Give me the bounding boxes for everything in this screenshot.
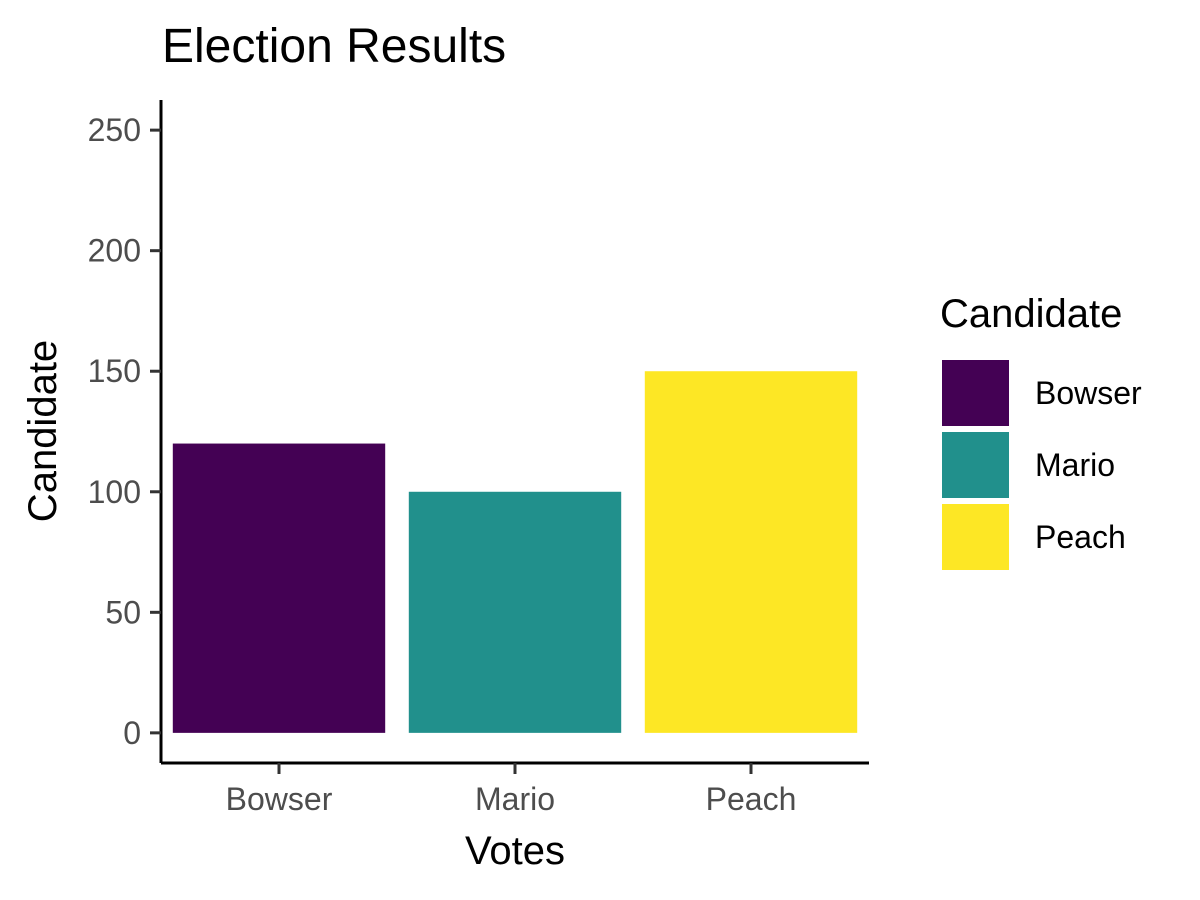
x-tick-label: Peach xyxy=(706,781,797,817)
y-axis-title: Candidate xyxy=(21,340,65,522)
y-tick-label: 250 xyxy=(88,112,141,148)
bar-peach xyxy=(644,371,858,733)
legend-key-bowser xyxy=(942,360,1009,426)
bars-group xyxy=(172,371,858,733)
legend-key-mario xyxy=(942,432,1009,498)
legend-label: Peach xyxy=(1035,519,1126,555)
y-axis: 0 50 100 150 200 250 xyxy=(88,100,163,763)
legend-label: Bowser xyxy=(1035,375,1142,411)
legend-title: Candidate xyxy=(940,292,1122,336)
bar-bowser xyxy=(172,443,386,733)
x-tick-label: Mario xyxy=(475,781,555,817)
chart-title: Election Results xyxy=(162,20,506,73)
x-axis: Bowser Mario Peach xyxy=(161,761,869,817)
x-axis-title: Votes xyxy=(465,829,565,873)
y-tick-label: 100 xyxy=(88,474,141,510)
y-tick-label: 200 xyxy=(88,233,141,269)
legend-items: Bowser Mario Peach xyxy=(942,360,1142,570)
legend-label: Mario xyxy=(1035,447,1115,483)
bar-mario xyxy=(408,491,622,733)
legend: Candidate Bowser Mario Peach xyxy=(940,292,1142,570)
x-tick-label: Bowser xyxy=(226,781,333,817)
legend-key-peach xyxy=(942,504,1009,570)
y-tick-label: 150 xyxy=(88,353,141,389)
y-tick-label: 50 xyxy=(105,594,141,630)
y-tick-label: 0 xyxy=(123,715,141,751)
